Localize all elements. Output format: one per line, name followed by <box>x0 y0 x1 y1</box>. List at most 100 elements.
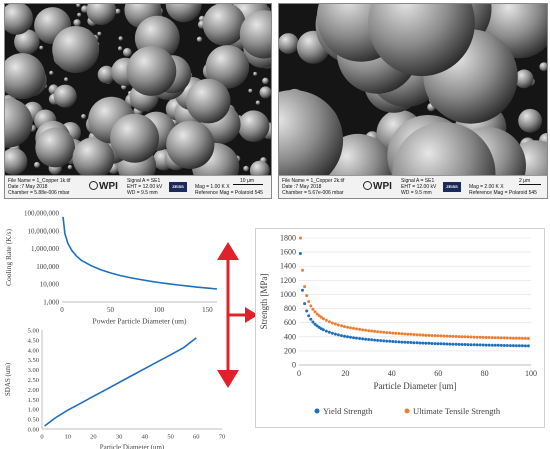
yield-point <box>505 344 509 347</box>
y-tick-label: 1400 <box>280 262 296 271</box>
uts-point <box>430 334 434 337</box>
powder-particle <box>76 4 81 8</box>
uts-point <box>484 336 488 339</box>
uts-point <box>409 332 413 336</box>
yield-point <box>523 344 527 348</box>
uts-point <box>481 335 485 339</box>
powder-particle <box>117 46 123 51</box>
powder-particle <box>368 4 475 77</box>
yield-point <box>361 337 365 341</box>
yield-point <box>445 342 449 346</box>
uts-point <box>301 268 304 272</box>
yield-point <box>307 314 311 318</box>
yield-point <box>439 342 443 346</box>
yield-point <box>454 342 458 346</box>
powder-particle <box>243 165 249 172</box>
yield-point <box>463 343 467 346</box>
uts-point <box>324 318 328 322</box>
uts-point <box>508 336 512 340</box>
powder-particle <box>279 90 344 176</box>
uts-point <box>439 334 443 338</box>
y-tick-label: 0 <box>292 361 296 370</box>
yield-point <box>370 338 374 342</box>
sem-date: Date :7 May 2018 <box>282 184 322 190</box>
uts-point <box>499 336 503 340</box>
uts-point <box>445 334 449 338</box>
uts-point <box>309 304 313 308</box>
yield-point <box>478 343 482 347</box>
x-tick-label: 10 <box>64 434 71 441</box>
powder-particle <box>166 120 215 169</box>
yield-point <box>520 344 524 348</box>
yield-point <box>466 343 470 347</box>
sem-signal: Signal A = SE1 <box>127 178 161 184</box>
yield-point <box>496 343 500 347</box>
y-tick-label: 1000 <box>280 290 296 299</box>
legend-marker-uts <box>404 408 410 414</box>
sem-micrograph <box>279 4 547 176</box>
uts-point <box>406 332 410 336</box>
yield-point <box>379 339 383 343</box>
y-tick-label: 3.50 <box>28 357 39 364</box>
powder-particle <box>205 45 250 89</box>
yield-point <box>409 341 413 344</box>
x-tick-label: 20 <box>341 369 349 378</box>
yield-point <box>324 329 328 333</box>
y-tick-label: 0.50 <box>28 417 39 424</box>
x-tick-label: 150 <box>202 306 213 314</box>
yield-point <box>352 336 355 340</box>
yield-point <box>427 341 431 345</box>
y-tick-label: 200 <box>284 346 296 355</box>
yield-point <box>487 343 491 347</box>
uts-point <box>327 320 331 324</box>
yield-point <box>457 342 461 346</box>
yield-point <box>493 343 497 347</box>
yield-point <box>442 342 446 346</box>
uts-point <box>361 328 365 332</box>
sem-ref-mag: Reference Mag = Polaroid 545 <box>469 190 537 196</box>
x-tick-label: 60 <box>193 434 200 441</box>
uts-point <box>472 335 476 339</box>
powder-particle <box>5 148 28 175</box>
sem-file-name: File Name = 1_Copper 1k.tif <box>8 178 71 184</box>
powder-particle <box>110 113 160 163</box>
powder-particle <box>81 114 86 119</box>
y-tick-label: 5.00 <box>28 328 39 335</box>
uts-point <box>303 285 307 289</box>
uts-point <box>493 336 497 340</box>
powder-particle <box>202 4 246 46</box>
yield-point <box>358 337 362 340</box>
sdas-chart: 0.00 0.50 1.00 1.50 2.00 2.50 3.00 3.50 4.00 4.50… <box>4 328 225 449</box>
uts-point <box>317 314 321 318</box>
yield-point <box>367 338 371 341</box>
uts-point <box>333 322 337 326</box>
yield-point <box>508 344 512 348</box>
sem-mag: Mag = 1.00 K X <box>195 184 230 190</box>
uts-point <box>349 326 352 330</box>
sem-signal: Signal A = SE1 <box>401 178 435 184</box>
yield-point <box>424 341 428 345</box>
y-tick-label: 1600 <box>280 248 296 257</box>
uts-point <box>376 330 380 334</box>
uts-point <box>321 317 325 321</box>
powder-particle <box>53 84 77 108</box>
powder-particle <box>5 53 46 100</box>
sem-eht: EHT = 12.00 kV <box>401 184 437 190</box>
uts-point <box>487 336 491 339</box>
yield-point <box>301 288 304 292</box>
y-axis-label: Strength [MPa] <box>259 274 269 330</box>
powder-particle <box>122 47 132 57</box>
uts-point <box>526 337 530 340</box>
legend: Yield Strength Ultimate Tensile Strength <box>314 406 501 416</box>
yield-point <box>394 340 398 344</box>
powder-particle <box>539 62 547 72</box>
yield-point <box>514 344 518 348</box>
powder-particle <box>262 77 269 85</box>
x-tick-label: 30 <box>116 434 123 441</box>
uts-point <box>436 334 440 338</box>
y-tick-label: 4.50 <box>28 337 39 344</box>
yield-point <box>472 343 476 347</box>
yield-point <box>460 343 464 346</box>
y-axis-label: SDAS (um) <box>4 362 12 396</box>
yield-point <box>499 343 503 347</box>
